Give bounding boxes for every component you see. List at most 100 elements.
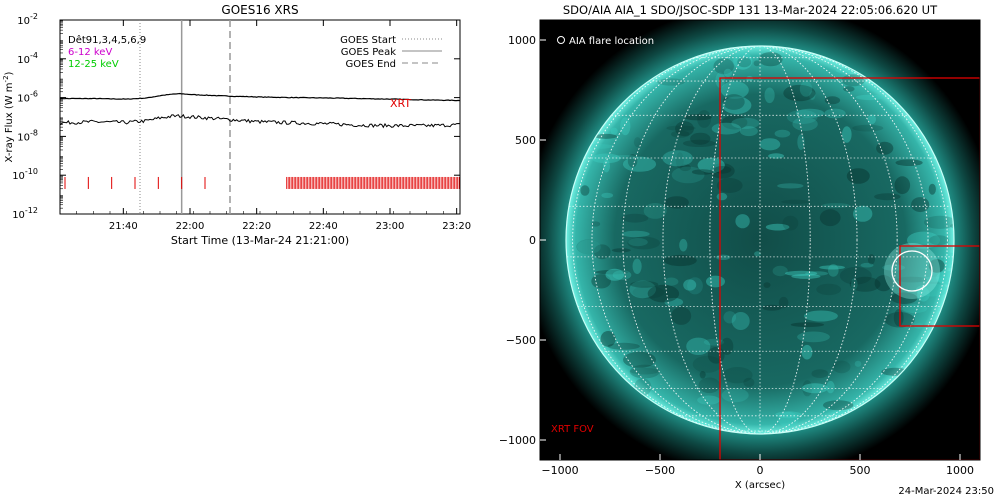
x-tick-label: 22:20 (242, 221, 271, 232)
y-tick-label: −500 (506, 334, 536, 347)
bright-region (917, 287, 930, 302)
bright-region (801, 344, 813, 360)
dark-region (691, 169, 714, 175)
y-tick-label: −1000 (500, 434, 536, 447)
bright-region (723, 311, 737, 324)
bright-region (851, 278, 858, 290)
dark-region (843, 86, 855, 92)
dark-region (630, 367, 659, 375)
bright-region (671, 166, 705, 184)
dark-region (737, 57, 752, 68)
dark-region (627, 154, 638, 168)
bright-region (605, 268, 625, 281)
y-tick-exp: -12 (25, 206, 38, 215)
y-tick-label: 0 (529, 234, 536, 247)
dark-region (630, 281, 659, 288)
legend-left-item: Dêt91,3,4,5,6,9 (68, 34, 146, 46)
legend-right-item: GOES End (346, 59, 396, 70)
image-title: SDO/AIA AIA_1 SDO/JSOC-SDP 131 13-Mar-20… (563, 3, 938, 17)
bright-region (683, 279, 697, 291)
bright-region (731, 312, 750, 330)
aia-image-panel: AIA flare location XRT FOV −1000 −500 0 500 10… (500, 3, 981, 491)
dark-region (832, 360, 851, 374)
bright-region (803, 310, 838, 322)
dark-region (753, 60, 761, 67)
bright-region (731, 117, 760, 129)
bright-region (723, 68, 732, 77)
bright-region (620, 117, 631, 136)
plot-timestamp: 24-Mar-2024 23:50 (898, 486, 994, 497)
x-axis-label: X (arcsec) (735, 480, 785, 491)
bright-region (759, 138, 781, 151)
bright-region (902, 304, 928, 314)
dark-region (675, 152, 684, 169)
bright-region (809, 90, 816, 100)
bright-region (854, 360, 862, 367)
dark-region (824, 96, 841, 105)
y-tick-exp: -6 (30, 90, 38, 99)
bright-region (611, 155, 638, 160)
bright-region (792, 117, 818, 131)
bright-region (795, 108, 825, 118)
y-axis-label-end: ) (4, 71, 15, 75)
x-tick-label: −500 (645, 464, 675, 477)
bright-region (765, 223, 790, 231)
dark-region (679, 164, 691, 172)
y-axis-label-exp: -2 (2, 75, 10, 82)
dark-region (874, 193, 901, 201)
bright-region (826, 380, 835, 394)
dark-region (576, 239, 601, 255)
bright-region (662, 150, 693, 167)
dark-region (664, 254, 697, 267)
dark-region (593, 244, 611, 260)
bright-region (664, 277, 679, 286)
dark-region (707, 347, 725, 364)
bright-region (632, 258, 642, 274)
bright-region (716, 192, 728, 201)
bright-region (853, 205, 873, 222)
dark-region (896, 276, 927, 283)
y-axis-label: X-ray Flux (W m-2) (2, 71, 15, 162)
dark-region (713, 166, 732, 174)
dark-region (621, 213, 649, 223)
bright-region (735, 214, 750, 229)
y-tick-exp: -10 (25, 167, 38, 176)
dark-region (895, 159, 923, 166)
dark-region (580, 185, 590, 196)
bright-region (706, 275, 725, 288)
dark-region (758, 52, 783, 67)
dark-region (709, 163, 735, 179)
bright-region (629, 280, 656, 299)
dark-region (894, 176, 911, 195)
x-tick-label: 21:40 (109, 221, 138, 232)
dark-region (722, 367, 753, 384)
dark-region (783, 84, 816, 102)
dark-region (607, 342, 640, 350)
bright-region (921, 276, 948, 282)
bright-region (664, 297, 684, 307)
series-high-energy (59, 113, 461, 129)
dark-region (690, 132, 711, 145)
dark-region (819, 209, 841, 227)
dark-region (623, 351, 656, 368)
dark-region (928, 259, 945, 273)
dark-region (782, 215, 799, 231)
limb (565, 45, 955, 435)
dark-region (716, 178, 743, 193)
y-tick-label: 10-6 (17, 90, 38, 105)
x-tick-label: 1000 (946, 464, 974, 477)
dark-region (611, 248, 631, 253)
dark-region (594, 133, 617, 139)
bright-region (602, 159, 610, 173)
xrt-label: XRT (390, 97, 411, 110)
bright-region (622, 156, 657, 172)
dark-region (692, 355, 722, 373)
y-tick-exp: -8 (30, 128, 38, 137)
bright-region (824, 108, 846, 119)
xrt-fov-box (719, 77, 980, 460)
dark-region (841, 74, 865, 87)
dark-region (874, 275, 893, 292)
bright-region (610, 127, 618, 135)
dark-region (790, 322, 825, 328)
dark-region (720, 337, 734, 355)
